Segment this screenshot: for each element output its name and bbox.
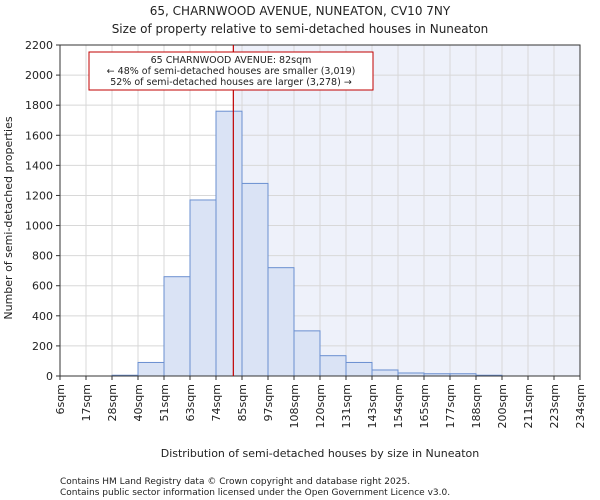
x-tick-label: 131sqm	[340, 384, 353, 428]
y-tick-label: 600	[32, 280, 53, 293]
histogram-bar	[371, 369, 399, 377]
x-tick-label: 74sqm	[210, 384, 223, 421]
y-tick-label: 1400	[25, 159, 53, 172]
histogram-bar	[215, 110, 243, 377]
annotation-line-1: 65 CHARNWOOD AVENUE: 82sqm	[151, 55, 312, 66]
annotation-box	[88, 51, 374, 91]
footer-line2: Contains public sector information licen…	[60, 488, 450, 498]
x-tick-label: 154sqm	[392, 384, 405, 428]
y-tick-label: 1200	[25, 189, 53, 202]
y-axis-label: Number of semi-detached properties	[2, 116, 15, 319]
x-tick-label: 108sqm	[288, 384, 301, 428]
chart-title-line1: 65, CHARNWOOD AVENUE, NUNEATON, CV10 7NY	[150, 4, 451, 18]
x-tick-label: 17sqm	[80, 384, 93, 421]
histogram-bar	[267, 267, 295, 377]
x-tick-label: 51sqm	[158, 384, 171, 421]
annotation-line-2: ← 48% of semi-detached houses are smalle…	[107, 66, 356, 77]
y-tick-label: 1800	[25, 99, 53, 112]
histogram-bar	[137, 361, 165, 377]
y-tick-label: 400	[32, 310, 53, 323]
annotation-line-3: 52% of semi-detached houses are larger (…	[110, 77, 352, 88]
histogram-bar	[241, 182, 269, 377]
chart-title-line2: Size of property relative to semi-detach…	[112, 22, 489, 36]
x-tick-label: 85sqm	[236, 384, 249, 421]
histogram-bar	[319, 355, 347, 377]
x-tick-label: 211sqm	[522, 384, 535, 428]
x-tick-label: 120sqm	[314, 384, 327, 428]
x-tick-label: 143sqm	[366, 384, 379, 428]
histogram-bar	[189, 199, 217, 377]
x-tick-label: 165sqm	[418, 384, 431, 428]
y-tick-label: 200	[32, 340, 53, 353]
histogram-bar	[293, 330, 321, 377]
y-tick-label: 1000	[25, 220, 53, 233]
y-tick-label: 1600	[25, 129, 53, 142]
x-tick-label: 234sqm	[574, 384, 587, 428]
x-tick-label: 188sqm	[470, 384, 483, 428]
y-tick-label: 0	[46, 370, 53, 383]
y-tick-label: 2000	[25, 69, 53, 82]
footer-line1: Contains HM Land Registry data © Crown c…	[60, 477, 410, 487]
x-tick-label: 6sqm	[54, 384, 67, 414]
x-tick-label: 63sqm	[184, 384, 197, 421]
x-axis-label: Distribution of semi-detached houses by …	[161, 447, 480, 460]
x-tick-label: 200sqm	[496, 384, 509, 428]
histogram-bar	[163, 276, 191, 377]
y-tick-label: 2200	[25, 39, 53, 52]
y-tick-label: 800	[32, 250, 53, 263]
x-tick-label: 40sqm	[132, 384, 145, 421]
x-tick-label: 177sqm	[444, 384, 457, 428]
x-tick-label: 28sqm	[106, 384, 119, 421]
x-tick-label: 223sqm	[548, 384, 561, 428]
x-tick-label: 97sqm	[262, 384, 275, 421]
histogram-bar	[345, 361, 373, 377]
